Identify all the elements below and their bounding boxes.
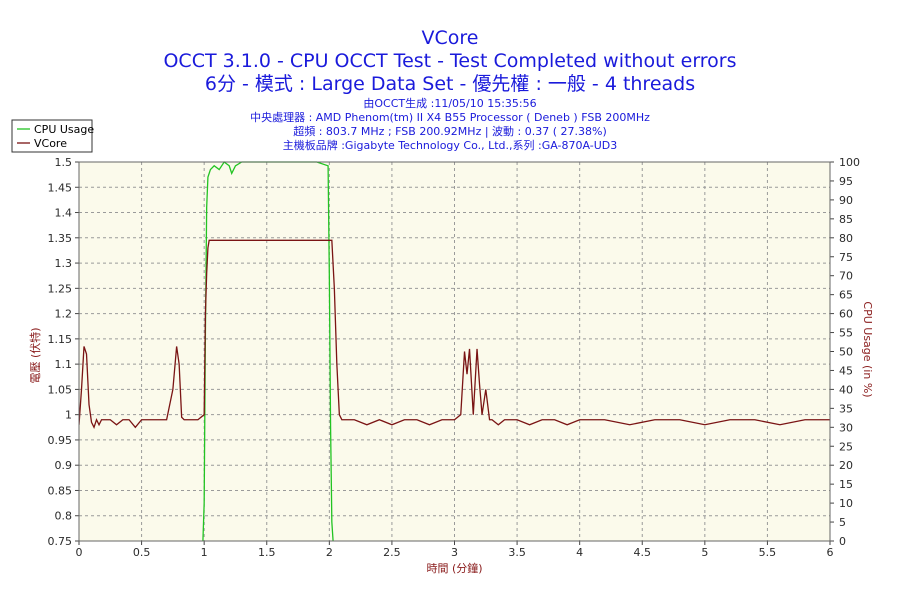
chart-subtitle-mode: 6分 - 模式 : Large Data Set - 優先權 : 一般 - 4 … bbox=[204, 73, 696, 95]
y-tick-label: 1.2 bbox=[55, 308, 73, 321]
legend-label-vcore: VCore bbox=[34, 137, 67, 150]
y2-tick-label: 15 bbox=[839, 478, 853, 491]
y-tick-label: 1.05 bbox=[48, 383, 73, 396]
x-tick-label: 1 bbox=[201, 546, 208, 559]
y2-tick-label: 50 bbox=[839, 346, 853, 359]
y2-tick-label: 65 bbox=[839, 289, 853, 302]
legend-label-cpu-usage: CPU Usage bbox=[34, 123, 94, 136]
x-tick-label: 3.5 bbox=[508, 546, 526, 559]
y-tick-label: 1.1 bbox=[55, 358, 73, 371]
y2-tick-label: 0 bbox=[839, 535, 846, 548]
y2-tick-label: 20 bbox=[839, 459, 853, 472]
info-generated: 由OCCT生成 :11/05/10 15:35:56 bbox=[363, 97, 537, 110]
y2-tick-label: 90 bbox=[839, 194, 853, 207]
y2-tick-label: 55 bbox=[839, 327, 853, 340]
y-tick-label: 0.95 bbox=[48, 434, 73, 447]
chart-title-block: VCore OCCT 3.1.0 - CPU OCCT Test - Test … bbox=[0, 26, 900, 152]
y2-tick-label: 100 bbox=[839, 156, 860, 169]
y2-tick-label: 70 bbox=[839, 270, 853, 283]
x-tick-label: 0 bbox=[76, 546, 83, 559]
chart-subtitle-test: OCCT 3.1.0 - CPU OCCT Test - Test Comple… bbox=[163, 50, 737, 72]
y-tick-label: 0.85 bbox=[48, 484, 73, 497]
y-axis-ticks: 0.75 0.8 0.85 0.9 0.95 1 1.05 1.1 1.15 1.2 1.25 1.3… bbox=[48, 156, 79, 548]
y-tick-label: 1.25 bbox=[48, 282, 73, 295]
y2-tick-label: 95 bbox=[839, 175, 853, 188]
info-motherboard: 主機板品牌 :Gigabyte Technology Co., Ltd.,系列 … bbox=[282, 139, 618, 152]
x-axis-label: 時間 (分鐘) bbox=[426, 561, 482, 575]
y2-tick-label: 25 bbox=[839, 440, 853, 453]
y-tick-label: 0.9 bbox=[55, 459, 73, 472]
y-tick-label: 1.15 bbox=[48, 333, 73, 346]
y2-tick-label: 75 bbox=[839, 251, 853, 264]
y2-tick-label: 85 bbox=[839, 213, 853, 226]
x-axis-ticks: 0 0.5 1 1.5 2 2.5 3 3.5 4 4.5 5 5.5 6 bbox=[76, 541, 834, 559]
y2-tick-label: 10 bbox=[839, 497, 853, 510]
y-tick-label: 1.45 bbox=[48, 181, 73, 194]
info-cpu: 中央處理器 : AMD Phenom(tm) II X4 B55 Process… bbox=[250, 111, 650, 124]
y-tick-label: 0.8 bbox=[55, 510, 73, 523]
y2-tick-label: 60 bbox=[839, 308, 853, 321]
legend-box bbox=[11, 119, 93, 153]
y-tick-label: 1.35 bbox=[48, 232, 73, 245]
y2-axis-ticks: 0 5 10 15 20 25 30 35 40 45 50 55 60 65 70 75 80 85 90 95 10… bbox=[830, 156, 860, 548]
x-tick-label: 4.5 bbox=[634, 546, 652, 559]
y-tick-label: 0.75 bbox=[48, 535, 73, 548]
x-tick-label: 1.5 bbox=[258, 546, 276, 559]
series-line-vcore bbox=[79, 239, 830, 430]
info-clock: 超頻 : 803.7 MHz ; FSB 200.92MHz | 波動 : 0.… bbox=[293, 125, 607, 138]
y2-axis-label: CPU Usage (in %) bbox=[861, 301, 874, 397]
x-tick-label: 3 bbox=[451, 546, 458, 559]
chart-title: VCore bbox=[421, 27, 479, 49]
y-tick-label: 1.4 bbox=[55, 207, 73, 220]
x-tick-label: 2.5 bbox=[383, 546, 401, 559]
x-tick-label: 4 bbox=[576, 546, 583, 559]
y2-tick-label: 30 bbox=[839, 421, 853, 434]
y2-tick-label: 35 bbox=[839, 402, 853, 415]
plot-frame bbox=[78, 161, 831, 542]
series-line-cpu-usage bbox=[202, 161, 334, 542]
x-tick-label: 0.5 bbox=[133, 546, 151, 559]
x-tick-label: 2 bbox=[326, 546, 333, 559]
grid-lines bbox=[79, 162, 830, 541]
y2-tick-label: 40 bbox=[839, 383, 853, 396]
y2-tick-label: 80 bbox=[839, 232, 853, 245]
legend: CPU Usage VCore bbox=[11, 119, 94, 153]
y2-tick-label: 45 bbox=[839, 364, 853, 377]
x-tick-label: 5 bbox=[701, 546, 708, 559]
y2-tick-label: 5 bbox=[839, 516, 846, 529]
x-tick-label: 5.5 bbox=[759, 546, 777, 559]
y-tick-label: 1.3 bbox=[55, 257, 73, 270]
y-tick-label: 1 bbox=[65, 409, 72, 422]
y-tick-label: 1.5 bbox=[55, 156, 73, 169]
x-tick-label: 6 bbox=[827, 546, 834, 559]
y-axis-label: 電壓 (伏特) bbox=[28, 327, 42, 383]
